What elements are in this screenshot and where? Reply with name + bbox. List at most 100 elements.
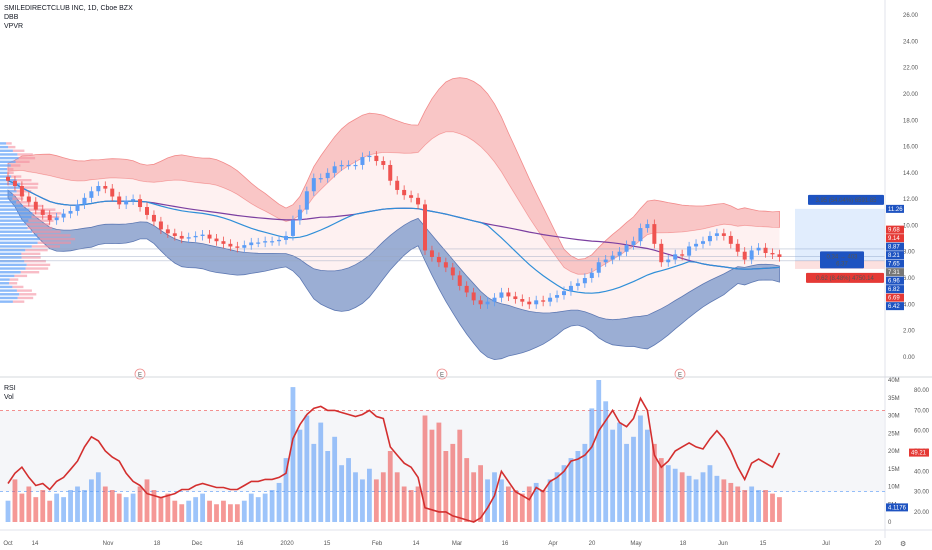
measure-current-label: 0.34 → 403: [826, 254, 858, 260]
price-badge-bg: [886, 285, 904, 294]
volume-bar: [499, 479, 504, 522]
time-tick: 2020: [280, 541, 294, 547]
volume-bar: [777, 497, 782, 522]
candle-body: [61, 213, 66, 218]
candle: [19, 181, 24, 202]
volume-tick: 35M: [888, 396, 900, 402]
price-tick: 10.00: [903, 223, 919, 229]
price-badge-bg: [886, 293, 904, 302]
candle-body: [687, 246, 692, 256]
candle: [513, 291, 518, 304]
indicator-vol-label[interactable]: Vol: [4, 394, 14, 401]
volume-bar: [714, 475, 720, 522]
volume-bar: [610, 429, 616, 522]
volume-bar: [638, 415, 643, 522]
candle-body: [221, 241, 226, 244]
settings-gear-icon[interactable]: ⚙: [900, 541, 907, 548]
volume-bar: [519, 493, 525, 522]
volume-bar: [297, 429, 303, 522]
candle-body: [277, 239, 282, 242]
vp-bar-down: [14, 274, 28, 278]
candle-body: [151, 214, 156, 222]
rsi-tick: 40.00: [914, 469, 930, 475]
volume-bar: [457, 429, 463, 522]
symbol-title: SMILEDIRECTCLUB INC, 1D, Cboe BZX: [4, 5, 133, 12]
volume-bar: [693, 479, 699, 522]
price-badge-bg: [886, 234, 904, 243]
volume-bar: [137, 486, 143, 522]
price-badge: 6.69: [888, 296, 900, 302]
candle: [770, 248, 775, 259]
vp-bar-down: [8, 145, 16, 149]
candle: [12, 176, 17, 191]
candle-body: [568, 285, 573, 292]
volume-bar: [450, 443, 456, 522]
vp-bar-up: [0, 182, 21, 186]
rsi-tick: 80.00: [914, 388, 930, 394]
volume-bar: [401, 486, 407, 522]
volume-bar: [151, 490, 157, 522]
vp-bar-up: [0, 215, 32, 219]
candle-body: [26, 196, 31, 202]
vp-bar-up: [0, 160, 16, 164]
candle-body: [200, 234, 205, 236]
measure-down-label: 0.62 (8.48%) 4750.14: [816, 276, 874, 282]
time-axis[interactable]: Oct 14 Nov 18 Dec 16 2020 15 Feb 14 Mar 16 Apr 20 May 1…: [0, 529, 932, 547]
candle-body: [402, 189, 407, 196]
candle-body: [40, 209, 45, 215]
candle-body: [457, 275, 462, 286]
rsi-volume-pane[interactable]: 80.0070.0060.0050.0040.0030.0020.0040M35…: [0, 376, 932, 526]
volume-bar: [707, 465, 713, 522]
volume-bar: [380, 472, 386, 522]
candle-body: [777, 254, 782, 257]
candle: [742, 247, 747, 265]
indicator-dbb-label[interactable]: DBB: [4, 14, 19, 21]
candle: [131, 194, 136, 206]
candle-body: [172, 233, 177, 236]
candle: [207, 230, 212, 244]
candle: [54, 212, 59, 225]
volume-bar: [19, 493, 25, 522]
vp-bar-down: [39, 237, 76, 241]
volume-bar: [228, 504, 233, 522]
indicator-vpvr-label[interactable]: VPVR: [4, 23, 24, 30]
vp-bar-up: [0, 223, 27, 226]
vp-bar-up: [0, 289, 17, 292]
candle: [673, 249, 678, 265]
price-badge: 9.14: [888, 236, 900, 242]
candle: [40, 205, 45, 220]
volume-bar: [193, 497, 199, 522]
indicator-rsi-label[interactable]: RSI: [4, 385, 16, 392]
vp-bar-up: [0, 282, 10, 285]
candle-body: [103, 186, 108, 189]
candle-body: [631, 241, 636, 246]
volume-bar: [360, 479, 365, 522]
candle: [548, 293, 553, 307]
candle-body: [131, 199, 136, 201]
time-tick: 16: [502, 541, 509, 547]
candle-body: [624, 245, 629, 252]
price-badge: 8.87: [888, 245, 900, 251]
candle-body: [728, 235, 733, 244]
candle-body: [423, 204, 427, 251]
candle: [589, 268, 594, 283]
volume-bar: [394, 472, 400, 522]
candle-body: [82, 197, 87, 205]
price-tick: 4.00: [903, 302, 915, 308]
candle-body: [367, 155, 372, 158]
price-tick: 0.00: [903, 355, 915, 361]
vp-bar-up: [0, 300, 13, 303]
volume-bar: [158, 497, 164, 522]
price-badge-bg: [886, 276, 904, 285]
volume-bar: [283, 458, 289, 522]
candle-body: [617, 251, 622, 256]
volume-bar: [679, 472, 685, 522]
volume-tick: 15M: [888, 467, 900, 473]
candle: [416, 193, 421, 209]
volume-bar: [485, 479, 490, 522]
vp-bar-down: [20, 271, 40, 274]
candles[interactable]: [6, 151, 782, 309]
rsi-tick: 30.00: [914, 490, 930, 496]
